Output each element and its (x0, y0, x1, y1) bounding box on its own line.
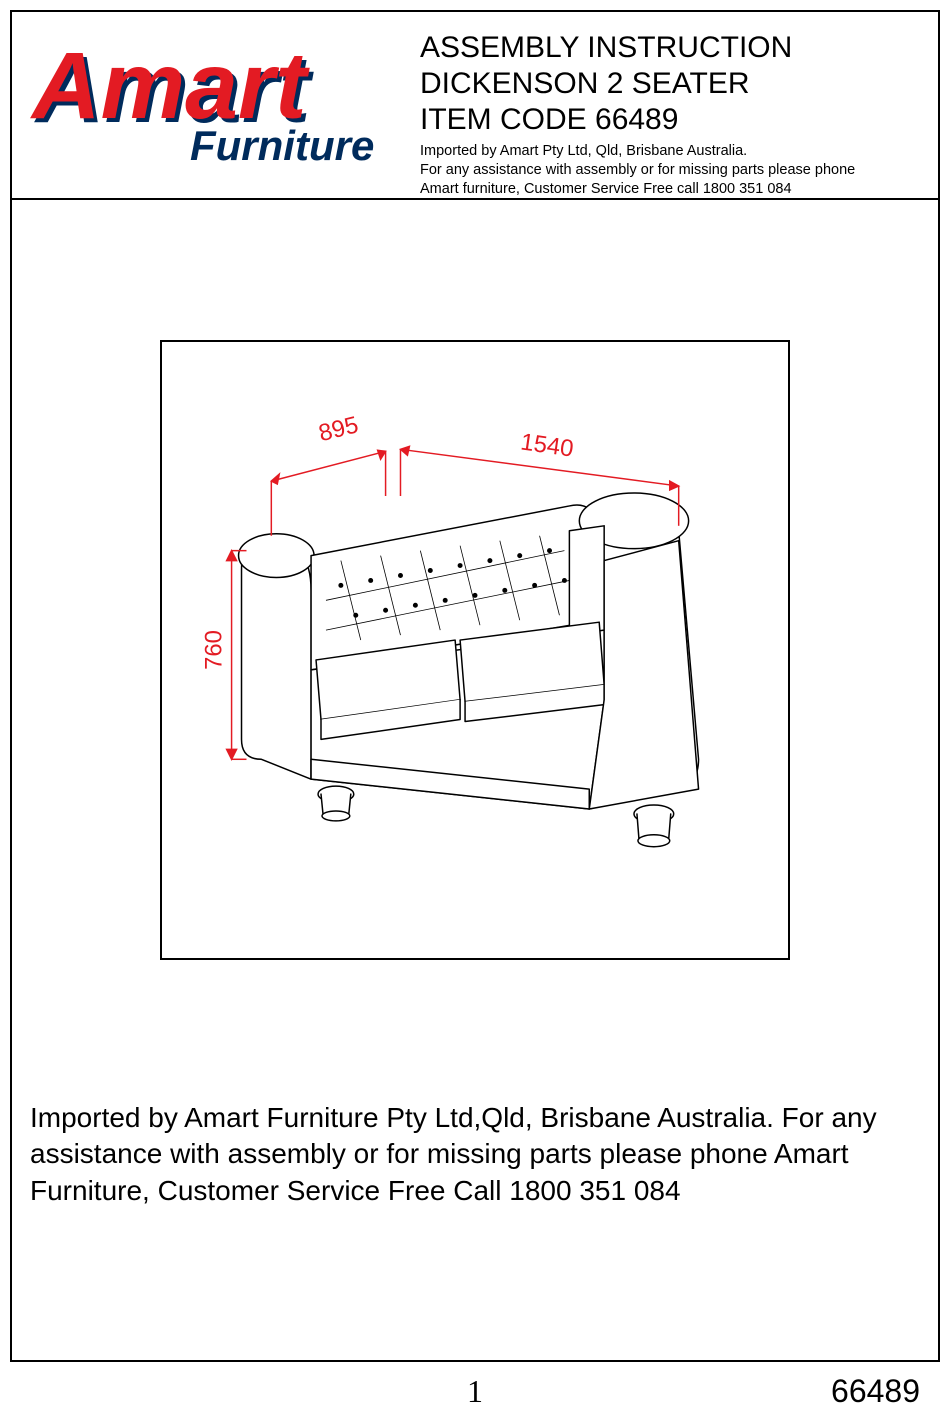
header-text-block: ASSEMBLY INSTRUCTION DICKENSON 2 SEATER … (420, 10, 940, 198)
sofa-diagram: 895 1540 760 (162, 342, 788, 958)
header-line2: DICKENSON 2 SEATER (420, 66, 930, 102)
dim-depth: 895 (316, 411, 361, 447)
header-line3: ITEM CODE 66489 (420, 102, 930, 138)
dim-height: 760 (201, 630, 228, 670)
dim-width: 1540 (519, 429, 575, 463)
header-small2: For any assistance with assembly or for … (420, 161, 930, 180)
logo-sub-text: Furniture (190, 122, 374, 169)
header-small3: Amart furniture, Customer Service Free c… (420, 180, 930, 199)
header-line1: ASSEMBLY INSTRUCTION (420, 30, 930, 66)
footer-text: Imported by Amart Furniture Pty Ltd,Qld,… (30, 1100, 920, 1209)
diagram-frame: 895 1540 760 (160, 340, 790, 960)
page-number: 1 (0, 1373, 950, 1410)
logo: Amart Amart Furniture (10, 10, 420, 198)
logo-svg: Amart Amart Furniture (30, 30, 410, 170)
header-small1: Imported by Amart Pty Ltd, Qld, Brisbane… (420, 142, 930, 161)
header: Amart Amart Furniture ASSEMBLY INSTRUCTI… (10, 10, 940, 200)
item-code-footer: 66489 (831, 1373, 920, 1410)
